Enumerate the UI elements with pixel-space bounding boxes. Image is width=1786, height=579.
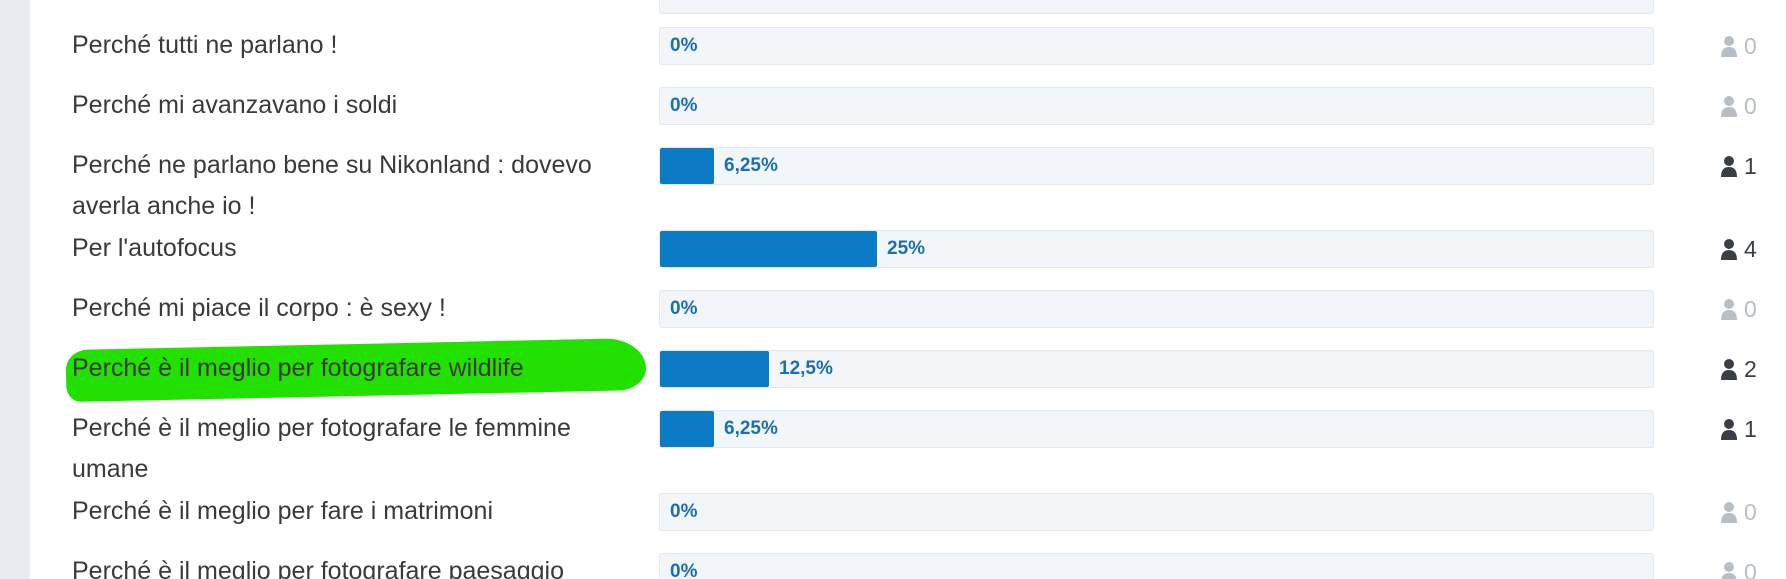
person-icon	[1721, 96, 1737, 117]
result-bar-track: 0%	[659, 290, 1654, 328]
person-icon	[1721, 36, 1737, 57]
voter-count[interactable]: 0	[1720, 27, 1757, 65]
voter-count-value: 0	[1744, 498, 1757, 525]
result-bar-fill	[660, 231, 877, 267]
voter-count[interactable]: 4	[1720, 230, 1757, 268]
option-label: Per l'autofocus	[72, 234, 237, 262]
result-bar-track: 12,5%	[659, 350, 1654, 388]
voter-count[interactable]: 2	[1720, 350, 1757, 388]
voter-count[interactable]: 0	[1720, 493, 1757, 531]
result-bar-track: 0%	[659, 87, 1654, 125]
percent-label: 6,25%	[724, 418, 778, 439]
voter-count-value: 1	[1744, 152, 1757, 179]
option-label: Perché ne parlano bene su Nikonland : do…	[72, 151, 592, 220]
result-bar-track: 6,25%	[659, 410, 1654, 448]
person-icon	[1721, 239, 1737, 260]
result-bar-fill	[660, 411, 714, 447]
option-label: Perché è il meglio per fotografare le fe…	[72, 414, 571, 483]
poll-results-panel: Perché tutti ne parlano ! 0% 0 Perché mi…	[30, 0, 1786, 579]
percent-label: 0%	[670, 95, 698, 116]
percent-label: 0%	[670, 298, 698, 319]
person-icon	[1721, 299, 1737, 320]
voter-count-value: 0	[1744, 295, 1757, 322]
option-label: Perché tutti ne parlano !	[72, 31, 338, 59]
result-bar-track: 25%	[659, 230, 1654, 268]
percent-label: 0%	[670, 501, 698, 522]
option-label: Perché mi piace il corpo : è sexy !	[72, 294, 446, 322]
result-bar-track: 6,25%	[659, 147, 1654, 185]
person-icon	[1721, 562, 1737, 579]
percent-label: 6,25%	[724, 155, 778, 176]
option-label: Perché è il meglio per fare i matrimoni	[72, 497, 493, 525]
result-bar-track: 0%	[659, 493, 1654, 531]
result-bar-track: 0%	[659, 27, 1654, 65]
voter-count-value: 0	[1744, 558, 1757, 579]
option-label: Perché è il meglio per fotografare wildl…	[72, 354, 524, 382]
percent-label: 0%	[670, 35, 698, 56]
result-bar-fill	[660, 148, 714, 184]
voter-count[interactable]: 0	[1720, 290, 1757, 328]
option-label: Perché mi avanzavano i soldi	[72, 91, 398, 119]
person-icon	[1721, 419, 1737, 440]
voter-count[interactable]: 1	[1720, 410, 1757, 448]
result-bar-fill	[660, 351, 769, 387]
voter-count[interactable]: 0	[1720, 553, 1757, 579]
voter-count-value: 0	[1744, 92, 1757, 119]
percent-label: 0%	[670, 561, 698, 579]
result-bar-track	[659, 0, 1654, 14]
option-label: Perché è il meglio per fotografare paesa…	[72, 557, 564, 579]
percent-label: 12,5%	[779, 358, 833, 379]
voter-count[interactable]: 1	[1720, 147, 1757, 185]
percent-label: 25%	[887, 238, 926, 259]
person-icon	[1721, 502, 1737, 523]
voter-count-value: 2	[1744, 355, 1757, 382]
voter-count[interactable]: 0	[1720, 87, 1757, 125]
voter-count-value: 0	[1744, 32, 1757, 59]
person-icon	[1721, 156, 1737, 177]
person-icon	[1721, 359, 1737, 380]
result-bar-track: 0%	[659, 553, 1654, 579]
voter-count-value: 4	[1744, 235, 1757, 262]
voter-count-value: 1	[1744, 415, 1757, 442]
